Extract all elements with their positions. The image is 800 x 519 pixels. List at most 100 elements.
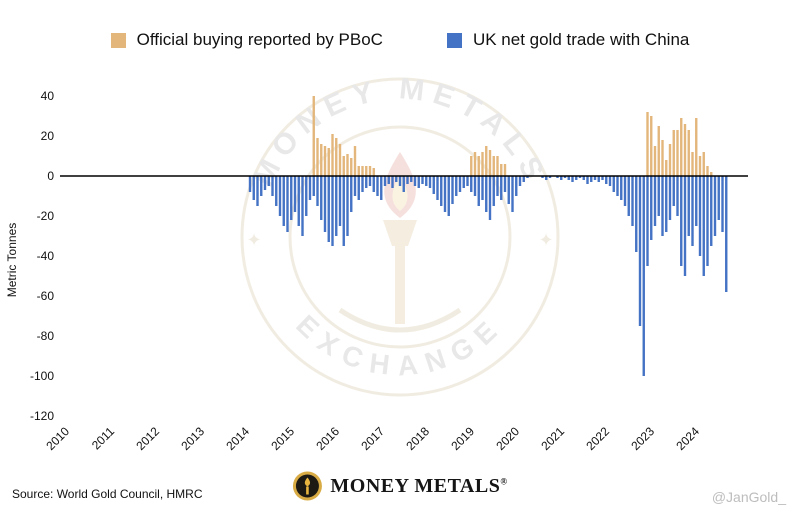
bar-uk (413, 176, 417, 186)
bar-uk (342, 176, 345, 246)
bar-uk (436, 176, 439, 200)
bar-uk (683, 176, 687, 276)
bar-uk (312, 176, 315, 196)
bar-pboc (323, 146, 327, 176)
y-tick-label: -60 (37, 289, 55, 303)
bar-uk (395, 176, 398, 182)
bar-pboc (668, 144, 672, 176)
bar-pboc (346, 154, 349, 176)
bar-uk (462, 176, 465, 188)
bar-pboc (357, 166, 360, 176)
bar-uk (511, 176, 514, 212)
bar-pboc (485, 146, 488, 176)
bar-uk (421, 176, 424, 184)
bar-uk (380, 176, 383, 200)
bar-uk (357, 176, 360, 200)
watermark-star-left: ✦ (246, 230, 261, 250)
bar-pboc (683, 124, 687, 176)
bar-pboc (665, 160, 668, 176)
bar-pboc (316, 138, 319, 176)
bar-pboc (327, 148, 330, 176)
bar-uk (455, 176, 458, 196)
bar-uk (601, 176, 604, 180)
bar-uk (353, 176, 357, 196)
money-metals-logo: MONEY METALS® (292, 471, 507, 501)
bar-pboc (368, 166, 372, 176)
watermark-star-right: ✦ (538, 230, 553, 250)
legend-label-uk: UK net gold trade with China (472, 30, 690, 49)
bar-pboc (342, 156, 345, 176)
bar-uk (383, 176, 387, 186)
bar-uk (267, 176, 270, 186)
bar-uk (661, 176, 664, 236)
bar-uk (548, 176, 552, 178)
bar-pboc (702, 152, 705, 176)
watermark-inner-ring (288, 125, 512, 349)
brand-wordmark: MONEY METALS® (330, 474, 508, 497)
bar-uk (526, 176, 529, 178)
bar-pboc (676, 130, 679, 176)
bar-uk (597, 176, 600, 182)
y-tick-label: -40 (37, 249, 55, 263)
bar-uk (290, 176, 293, 220)
bar-pboc (672, 130, 675, 176)
bar-uk (541, 176, 544, 178)
bar-uk (710, 176, 713, 246)
x-tick-label: 2024 (673, 424, 702, 453)
bar-uk (503, 176, 507, 192)
bar-uk (447, 176, 450, 216)
bar-uk (410, 176, 413, 182)
bar-uk (698, 176, 702, 256)
y-tick-label: 40 (41, 89, 55, 103)
bar-chart: MONEY METALS EXCHANGE ✦ ✦ 40 20 0 -20 -40 -60… (5, 72, 748, 453)
bar-uk (586, 176, 589, 184)
bar-uk (278, 176, 282, 216)
y-tick-label: -100 (30, 369, 54, 383)
x-tick-label: 2016 (313, 424, 342, 453)
bar-uk (391, 176, 394, 188)
legend-label-pboc: Official buying reported by PBoC (136, 30, 383, 49)
bar-uk (556, 176, 559, 178)
bar-pboc (653, 146, 657, 176)
bar-uk (515, 176, 518, 196)
bar-uk (721, 176, 724, 232)
y-tick-label: 20 (41, 129, 55, 143)
bar-uk (713, 176, 717, 236)
bar-uk (338, 176, 342, 226)
bar-uk (428, 176, 432, 188)
bar-uk (627, 176, 630, 216)
bar-uk (687, 176, 690, 236)
bar-uk (470, 176, 473, 192)
bar-pboc (650, 116, 653, 176)
bar-uk (477, 176, 480, 206)
bar-pboc (312, 96, 315, 176)
bar-pboc (335, 138, 338, 176)
bar-uk (676, 176, 679, 216)
bar-uk (406, 176, 409, 184)
bar-uk (481, 176, 484, 200)
bar-uk (605, 176, 608, 184)
bar-uk (623, 176, 627, 206)
bar-uk (282, 176, 285, 226)
bar-uk (668, 176, 672, 220)
bar-uk (256, 176, 259, 206)
bar-pboc (477, 156, 480, 176)
bar-uk (593, 176, 597, 180)
y-tick-label: -80 (37, 329, 55, 343)
legend-swatch-pboc (110, 32, 126, 48)
bar-uk (717, 176, 720, 220)
bar-uk (725, 176, 728, 292)
bar-uk (275, 176, 278, 206)
bar-uk (286, 176, 289, 232)
source-note: Source: World Gold Council, HMRC (12, 487, 203, 501)
x-tick-label: 2018 (403, 424, 432, 453)
x-tick-label: 2023 (628, 424, 657, 453)
bar-uk (657, 176, 660, 216)
bar-uk (582, 176, 585, 180)
x-tick-label: 2022 (583, 424, 612, 453)
bar-uk (496, 176, 499, 196)
money-metals-watermark: MONEY METALS EXCHANGE ✦ ✦ (240, 72, 560, 397)
bar-uk (650, 176, 653, 240)
bar-uk (522, 176, 525, 182)
bar-uk (451, 176, 454, 204)
